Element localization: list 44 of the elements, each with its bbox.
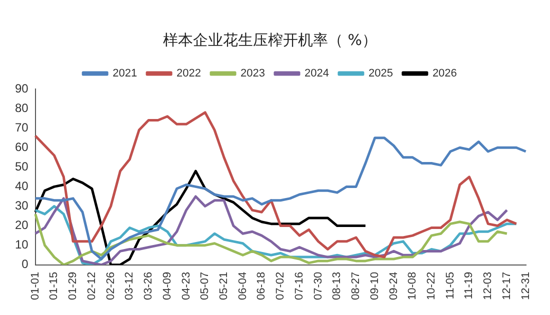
x-tick-label: 07-02 — [274, 272, 287, 300]
x-tick-label: 09-24 — [388, 272, 400, 300]
legend-label: 2021 — [112, 68, 138, 80]
y-tick-label: 10 — [14, 238, 29, 252]
y-tick-label: 70 — [14, 120, 29, 134]
legend-label: 2024 — [304, 68, 329, 80]
x-tick-label: 11-05 — [444, 272, 456, 300]
x-tick-label: 03-12 — [124, 272, 136, 300]
x-tick-label: 04-23 — [180, 272, 192, 300]
x-tick-label: 10-22 — [426, 272, 438, 300]
y-tick-label: 80 — [14, 100, 29, 115]
y-tick-label: 60 — [14, 140, 29, 154]
x-tick-label: 01-15 — [48, 272, 60, 300]
x-tick-label: 05-07 — [199, 272, 212, 300]
x-tick-label: 12-17 — [500, 272, 513, 300]
x-tick-label: 12-03 — [482, 272, 494, 300]
y-tick-label: 0 — [22, 257, 29, 272]
y-tick-label: 40 — [14, 179, 29, 194]
y-tick-label: 20 — [14, 218, 29, 232]
x-tick-label: 06-18 — [256, 272, 268, 300]
x-tick-label: 07-30 — [312, 272, 324, 300]
x-tick-label: 01-29 — [67, 272, 80, 300]
x-tick-label: 10-08 — [406, 272, 419, 300]
x-tick-label: 02-12 — [86, 272, 98, 300]
y-tick-label: 90 — [14, 81, 29, 96]
x-tick-label: 12-31 — [520, 272, 532, 300]
x-tick-label: 07-16 — [293, 272, 306, 300]
x-tick-label: 11-19 — [463, 272, 476, 300]
x-tick-label: 08-27 — [350, 272, 362, 300]
x-tick-label: 04-09 — [161, 272, 174, 300]
legend-label: 2026 — [432, 68, 457, 80]
x-tick-label: 01-01 — [29, 272, 42, 300]
x-tick-label: 09-10 — [368, 272, 381, 300]
y-tick-label: 30 — [14, 198, 29, 213]
legend-label: 2022 — [176, 68, 202, 80]
x-tick-label: 03-26 — [142, 272, 155, 300]
x-tick-label: 02-26 — [104, 272, 117, 300]
chart-title: 样本企业花生压榨开机率（ %） — [162, 30, 378, 49]
y-tick-label: 50 — [14, 159, 29, 174]
x-tick-label: 06-04 — [236, 272, 249, 300]
x-tick-label: 05-21 — [218, 272, 230, 300]
legend-label: 2023 — [240, 68, 266, 80]
legend-label: 2025 — [368, 68, 393, 80]
x-tick-label: 08-13 — [331, 272, 344, 300]
